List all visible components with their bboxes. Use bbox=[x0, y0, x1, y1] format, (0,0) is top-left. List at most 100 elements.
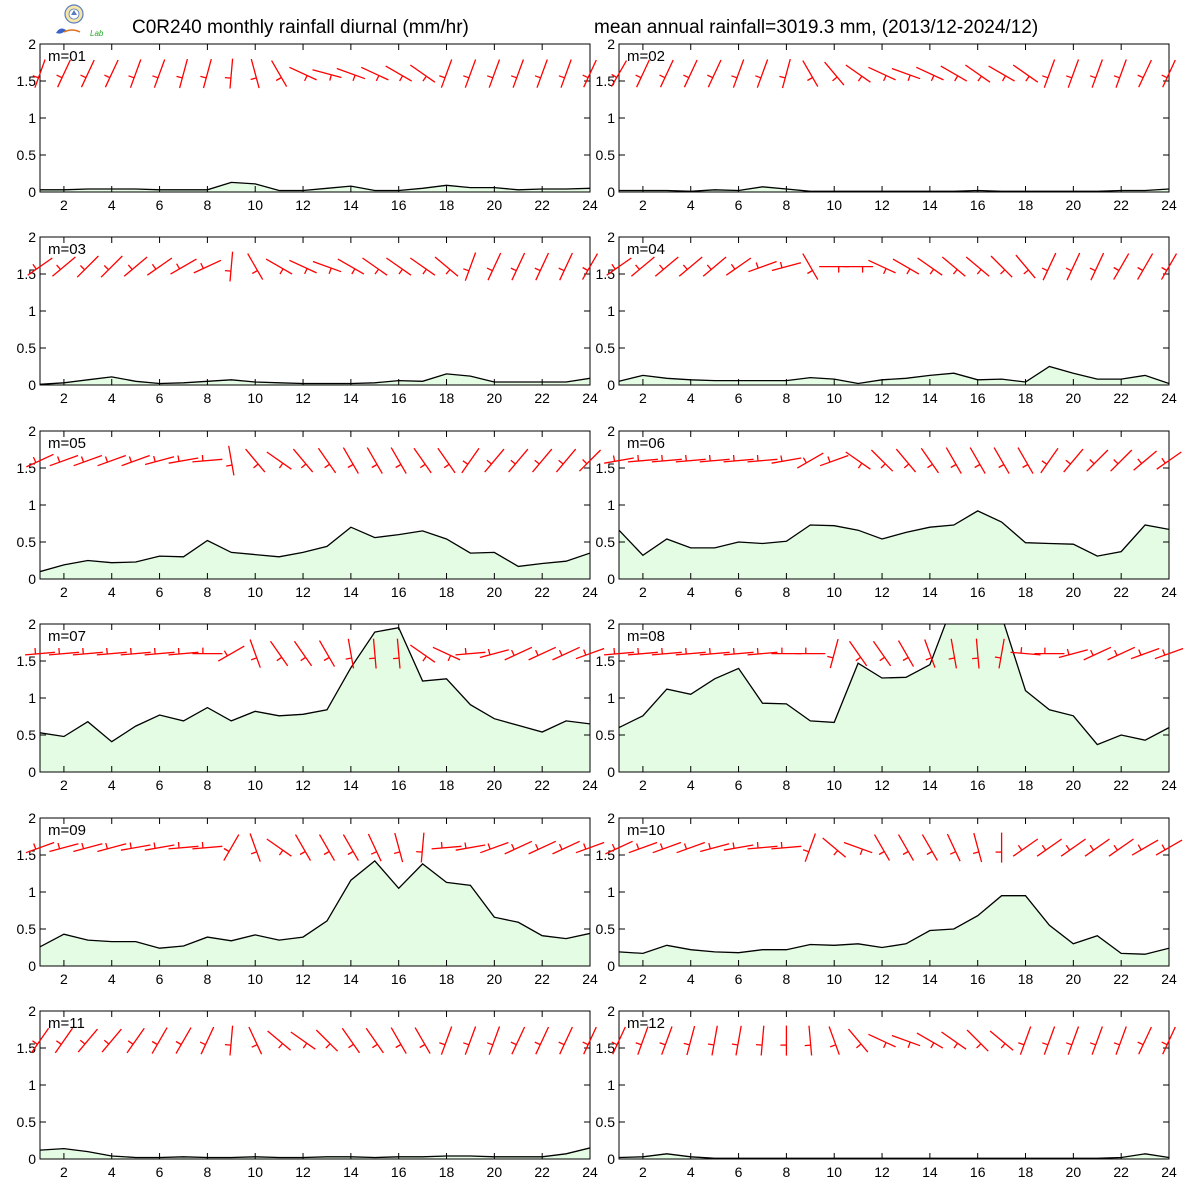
wind-barb bbox=[747, 841, 778, 850]
wind-barb bbox=[995, 832, 1003, 863]
x-tick-label: 2 bbox=[60, 971, 68, 987]
x-tick-label: 6 bbox=[156, 197, 164, 213]
wind-barb-shaft bbox=[202, 58, 212, 89]
wind-barb bbox=[848, 640, 868, 667]
wind-barb bbox=[312, 69, 342, 81]
wind-barb-feather bbox=[780, 841, 783, 849]
wind-barb bbox=[409, 64, 436, 83]
wind-barb-shaft bbox=[575, 647, 605, 660]
wind-barb-shaft bbox=[365, 1027, 384, 1054]
x-tick-label: 20 bbox=[1066, 1164, 1082, 1180]
panel-11: 00.511.522 4 6 8 10 12 14 16 18 20 22 24m=11 bbox=[17, 1003, 598, 1180]
wind-barb bbox=[463, 252, 477, 281]
x-tick-label: 14 bbox=[343, 197, 359, 213]
wind-barb-shaft bbox=[1108, 838, 1134, 857]
wind-barb bbox=[575, 841, 605, 854]
y-tick-label: 1 bbox=[28, 497, 36, 513]
wind-barb-feather bbox=[706, 264, 712, 270]
wind-barb-feather bbox=[857, 462, 863, 469]
wind-barb-shaft bbox=[290, 1031, 316, 1050]
wind-barb-shaft bbox=[336, 67, 366, 80]
wind-barb-feather bbox=[558, 1041, 565, 1046]
wind-barb bbox=[455, 647, 486, 656]
wind-barb-feather bbox=[635, 264, 640, 270]
x-tick-label: 14 bbox=[343, 1164, 359, 1180]
x-tick-label: 14 bbox=[922, 777, 938, 793]
y-tick-label: 0 bbox=[607, 571, 615, 587]
wind-barb bbox=[486, 1026, 501, 1055]
wind-barb-feather bbox=[685, 647, 687, 655]
wind-barb-shaft bbox=[610, 60, 628, 87]
panel-12: 00.511.522 4 6 8 10 12 14 16 18 20 22 24m=12 bbox=[596, 1003, 1177, 1180]
wind-barb-feather bbox=[582, 266, 589, 272]
wind-barb-shaft bbox=[771, 845, 802, 850]
wind-barb-feather bbox=[395, 1043, 402, 1049]
wind-barb-feather bbox=[127, 1040, 134, 1045]
x-tick-label: 24 bbox=[582, 390, 598, 406]
wind-barb-shaft bbox=[560, 59, 572, 88]
wind-barb-shaft bbox=[1010, 651, 1041, 656]
wind-barb-shaft bbox=[828, 1026, 840, 1055]
wind-barb bbox=[318, 640, 336, 667]
wind-barb bbox=[120, 647, 151, 656]
wind-barb bbox=[393, 638, 401, 669]
wind-barb-feather bbox=[582, 1041, 589, 1046]
wind-barb-feather bbox=[582, 74, 589, 79]
wind-barb-shaft bbox=[1115, 59, 1127, 88]
wind-barb-shaft bbox=[146, 257, 173, 276]
wind-barb-shaft bbox=[636, 59, 650, 88]
wind-barb-feather bbox=[929, 268, 935, 275]
wind-barb-shaft bbox=[394, 832, 404, 863]
wind-barb-feather bbox=[347, 463, 354, 469]
wind-barb bbox=[484, 448, 505, 473]
y-tick-label: 0 bbox=[28, 184, 36, 200]
wind-barb bbox=[558, 59, 572, 88]
wind-barb bbox=[409, 257, 436, 276]
wind-barb-shaft bbox=[488, 59, 501, 88]
wind-barb bbox=[393, 832, 404, 863]
wind-barb-feather bbox=[253, 463, 259, 469]
wind-barb bbox=[528, 840, 557, 855]
wind-barb-shaft bbox=[49, 454, 79, 467]
x-tick-label: 18 bbox=[439, 197, 455, 213]
wind-barb bbox=[868, 1033, 896, 1049]
y-tick-label: 2 bbox=[607, 1003, 615, 1019]
wind-barb bbox=[611, 1026, 626, 1055]
wind-barb bbox=[26, 453, 54, 468]
wind-barb-shaft bbox=[1086, 449, 1109, 472]
wind-barb-shaft bbox=[552, 840, 580, 855]
wind-barb bbox=[989, 1030, 1014, 1051]
wind-barb-shaft bbox=[1017, 447, 1034, 474]
x-tick-label: 6 bbox=[156, 777, 164, 793]
wind-barb-shaft bbox=[487, 252, 502, 281]
wind-barb-shaft bbox=[536, 59, 548, 88]
wind-barb-shaft bbox=[969, 447, 986, 474]
wind-barb-feather bbox=[223, 847, 230, 853]
wind-barb bbox=[294, 834, 312, 861]
wind-barb bbox=[897, 640, 915, 667]
y-tick-label: 1.5 bbox=[596, 266, 616, 282]
y-tick-label: 2 bbox=[28, 810, 36, 826]
wind-barb-feather bbox=[611, 73, 618, 79]
x-tick-label: 12 bbox=[874, 777, 890, 793]
wind-barb-shaft bbox=[1015, 254, 1036, 279]
wind-barb-shaft bbox=[1131, 839, 1159, 856]
x-tick-label: 22 bbox=[1113, 1164, 1129, 1180]
wind-barb-shaft bbox=[1133, 450, 1158, 471]
wind-barb-feather bbox=[128, 75, 135, 79]
y-tick-label: 2 bbox=[28, 229, 36, 245]
wind-barb-shaft bbox=[484, 448, 505, 473]
wind-barb-shaft bbox=[1058, 649, 1088, 659]
wind-barb bbox=[731, 1025, 742, 1056]
wind-barb bbox=[578, 449, 602, 472]
wind-barb-shaft bbox=[747, 458, 778, 463]
wind-barb bbox=[1133, 450, 1158, 471]
wind-barb bbox=[1110, 449, 1133, 472]
wind-barb bbox=[1089, 59, 1104, 88]
wind-barb-feather bbox=[374, 268, 380, 275]
wind-barb bbox=[168, 455, 199, 464]
wind-barb bbox=[226, 445, 235, 476]
wind-barb-shaft bbox=[848, 640, 868, 667]
wind-barb bbox=[1155, 839, 1183, 856]
wind-barb bbox=[318, 834, 336, 861]
